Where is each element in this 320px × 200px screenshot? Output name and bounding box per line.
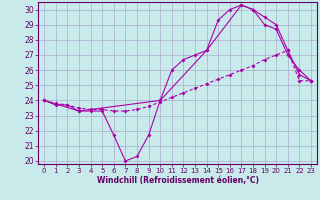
X-axis label: Windchill (Refroidissement éolien,°C): Windchill (Refroidissement éolien,°C) (97, 176, 259, 185)
